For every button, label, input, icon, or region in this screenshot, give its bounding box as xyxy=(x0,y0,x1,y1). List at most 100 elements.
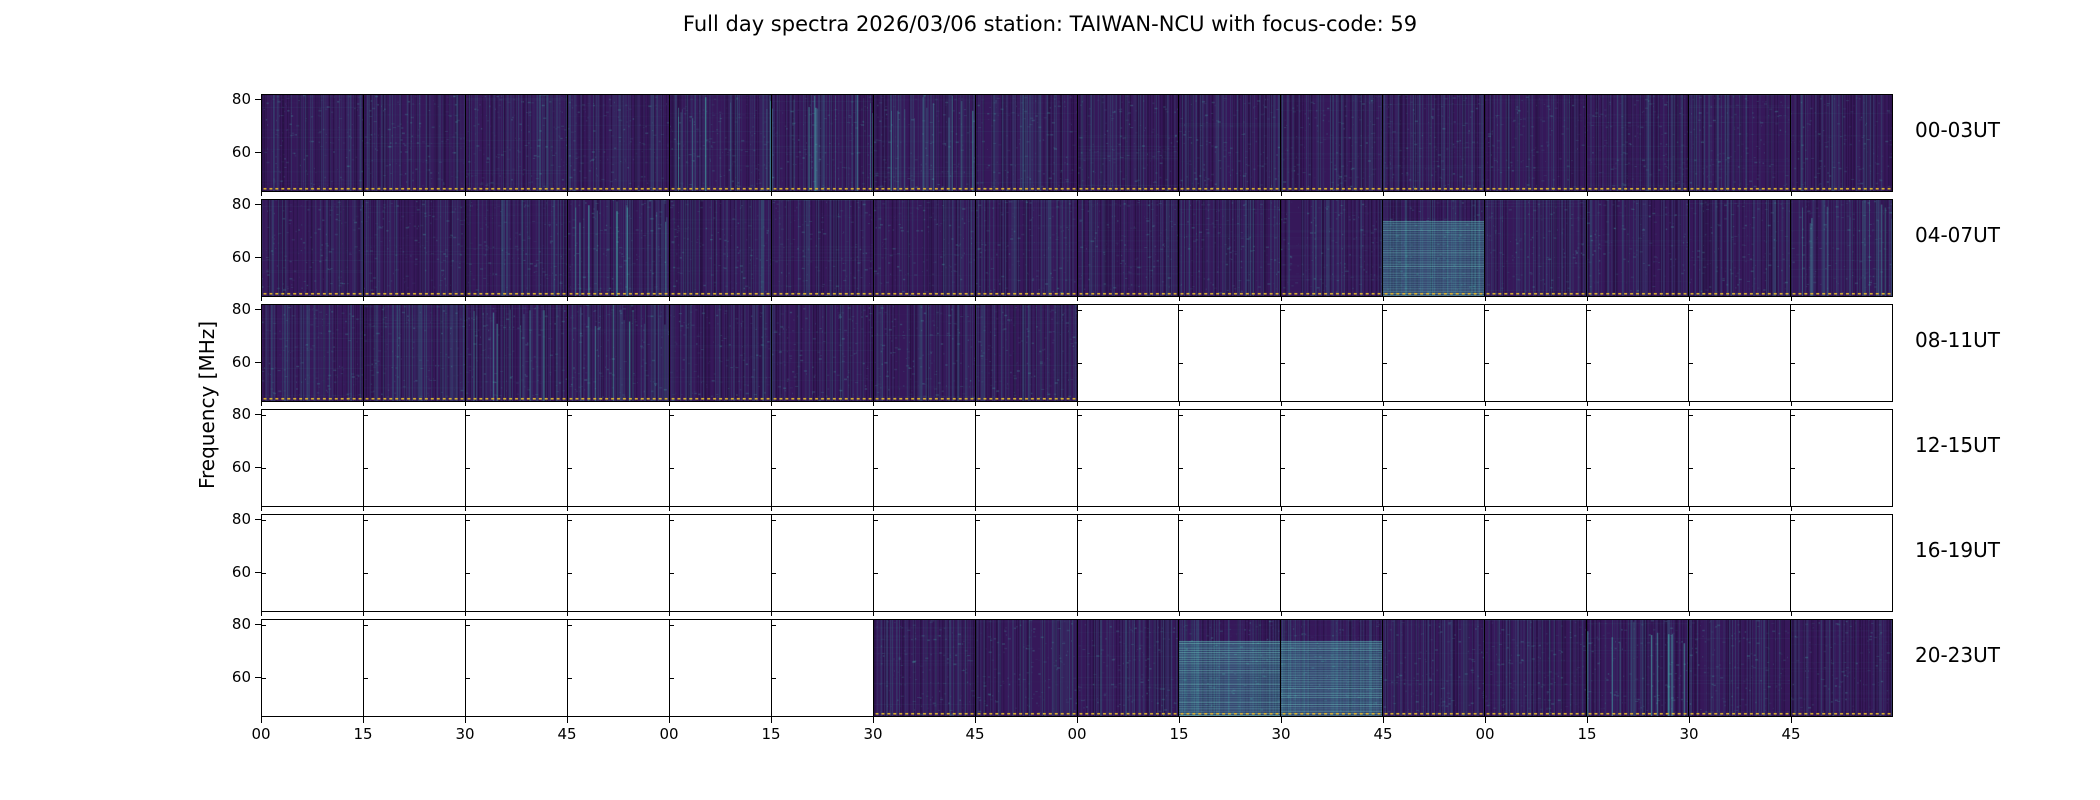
spectrogram-canvas xyxy=(669,200,771,296)
spectrogram-canvas xyxy=(262,95,363,191)
x-tick-mark xyxy=(1485,297,1486,301)
x-axis-tick-mark xyxy=(1077,717,1078,723)
x-tick-mark xyxy=(465,402,466,406)
panel-y-tick-mark xyxy=(1383,310,1388,311)
spectrogram-panel xyxy=(262,95,364,191)
spectrogram-canvas xyxy=(975,620,1077,716)
panel-y-tick-mark xyxy=(1383,415,1388,416)
panel-y-tick-mark xyxy=(1281,415,1286,416)
panel-y-tick-mark xyxy=(1791,520,1796,521)
spectrogram-panel xyxy=(465,620,568,716)
panel-y-tick-mark xyxy=(1179,520,1184,521)
panel-y-tick-mark xyxy=(262,678,266,679)
spectrogram-panel xyxy=(1383,305,1486,401)
spectrogram-panel xyxy=(1281,305,1384,401)
x-tick-label: 45 xyxy=(1373,725,1393,743)
x-tick-mark xyxy=(1077,402,1078,406)
x-tick-label: 00 xyxy=(251,725,271,743)
x-tick-label: 45 xyxy=(1781,725,1801,743)
spectrogram-row-20-23ut xyxy=(261,619,1893,717)
x-tick-mark xyxy=(261,507,262,511)
spectrogram-panel xyxy=(1791,515,1892,611)
panel-y-tick-mark xyxy=(262,625,266,626)
spectrogram-panel xyxy=(1281,95,1384,191)
spectrogram-panel xyxy=(771,95,874,191)
x-tick-mark xyxy=(1077,507,1078,511)
spectrogram-panel xyxy=(975,620,1078,716)
x-tick-mark xyxy=(1485,192,1486,196)
spectrogram-panel xyxy=(1791,200,1892,296)
panel-y-tick-mark xyxy=(567,415,572,416)
spectrogram-panel xyxy=(1485,620,1588,716)
x-tick-mark xyxy=(1281,612,1282,616)
spectrogram-panel xyxy=(567,95,670,191)
spectrogram-canvas xyxy=(1077,620,1179,716)
spectrogram-canvas xyxy=(363,200,465,296)
spectrogram-panel xyxy=(567,305,670,401)
spectrogram-canvas xyxy=(1281,200,1383,296)
spectrogram-canvas xyxy=(873,95,975,191)
spectrogram-panel xyxy=(1179,95,1282,191)
spectrogram-panel xyxy=(262,620,364,716)
panel-y-tick-mark xyxy=(975,415,980,416)
spectrogram-panel xyxy=(873,515,976,611)
spectrogram-canvas xyxy=(1791,620,1892,716)
x-tick-mark xyxy=(465,297,466,301)
x-tick-mark xyxy=(975,612,976,616)
spectrogram-panel xyxy=(1791,410,1892,506)
y-tick-label: 80 xyxy=(231,510,251,529)
spectrogram-panel xyxy=(363,305,466,401)
spectrogram-panel xyxy=(1077,305,1180,401)
spectrogram-panel xyxy=(465,200,568,296)
y-tick-mark xyxy=(255,467,261,468)
x-tick-label: 15 xyxy=(761,725,781,743)
panel-y-tick-mark xyxy=(1179,573,1184,574)
spectrogram-panel xyxy=(363,95,466,191)
panel-y-tick-mark xyxy=(363,468,368,469)
spectrogram-panel xyxy=(1485,410,1588,506)
x-tick-mark xyxy=(669,402,670,406)
x-tick-mark xyxy=(363,402,364,406)
panel-y-tick-mark xyxy=(1587,415,1592,416)
x-tick-label: 15 xyxy=(1169,725,1189,743)
spectrogram-canvas xyxy=(1383,95,1485,191)
panel-y-tick-mark xyxy=(1383,520,1388,521)
spectrogram-panel xyxy=(363,620,466,716)
y-tick-label: 80 xyxy=(231,90,251,109)
panel-y-tick-mark xyxy=(669,468,674,469)
panel-y-tick-mark xyxy=(262,415,266,416)
spectrogram-canvas xyxy=(1179,95,1281,191)
spectrogram-canvas xyxy=(873,200,975,296)
x-tick-mark xyxy=(1791,297,1792,301)
y-axis-label: Frequency [MHz] xyxy=(195,320,219,490)
x-tick-mark xyxy=(1281,507,1282,511)
spectrogram-panel xyxy=(771,620,874,716)
panel-y-tick-mark xyxy=(363,415,368,416)
x-tick-mark xyxy=(1791,192,1792,196)
x-tick-mark xyxy=(873,612,874,616)
spectrogram-panel xyxy=(669,410,772,506)
row-label: 16-19UT xyxy=(1915,538,2000,562)
spectrogram-canvas xyxy=(262,305,363,401)
panel-y-tick-mark xyxy=(1077,468,1082,469)
y-tick-label: 60 xyxy=(231,143,251,162)
panel-y-tick-mark xyxy=(975,468,980,469)
spectrogram-canvas xyxy=(1689,200,1791,296)
x-tick-label: 00 xyxy=(1475,725,1495,743)
panel-y-tick-mark xyxy=(873,520,878,521)
row-label: 12-15UT xyxy=(1915,433,2000,457)
y-tick-mark xyxy=(255,677,261,678)
x-tick-mark xyxy=(465,507,466,511)
spectrogram-panel xyxy=(1179,410,1282,506)
x-tick-label: 30 xyxy=(863,725,883,743)
spectrogram-panel xyxy=(262,410,364,506)
x-axis-tick-mark xyxy=(465,717,466,723)
x-tick-mark xyxy=(873,192,874,196)
spectrogram-canvas xyxy=(567,200,669,296)
y-tick-mark xyxy=(255,362,261,363)
x-tick-mark xyxy=(873,507,874,511)
panel-y-tick-mark xyxy=(1383,573,1388,574)
y-tick-label: 60 xyxy=(231,668,251,687)
spectrogram-canvas xyxy=(567,95,669,191)
panel-y-tick-mark xyxy=(1587,573,1592,574)
